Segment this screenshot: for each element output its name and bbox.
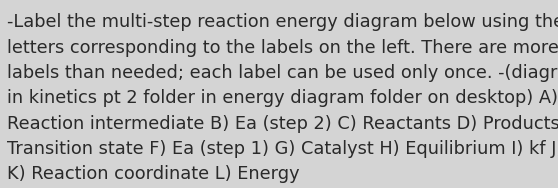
Text: -Label the multi-step reaction energy diagram below using the: -Label the multi-step reaction energy di…	[7, 13, 558, 31]
Text: letters corresponding to the labels on the left. There are more: letters corresponding to the labels on t…	[7, 39, 558, 57]
Text: K) Reaction coordinate L) Energy: K) Reaction coordinate L) Energy	[7, 165, 300, 183]
Text: Transition state F) Ea (step 1) G) Catalyst H) Equilibrium I) kf J) kr: Transition state F) Ea (step 1) G) Catal…	[7, 140, 558, 158]
Text: labels than needed; each label can be used only once. -(diagram: labels than needed; each label can be us…	[7, 64, 558, 82]
Text: Reaction intermediate B) Ea (step 2) C) Reactants D) Products E): Reaction intermediate B) Ea (step 2) C) …	[7, 115, 558, 133]
Text: in kinetics pt 2 folder in energy diagram folder on desktop) A): in kinetics pt 2 folder in energy diagra…	[7, 89, 558, 107]
